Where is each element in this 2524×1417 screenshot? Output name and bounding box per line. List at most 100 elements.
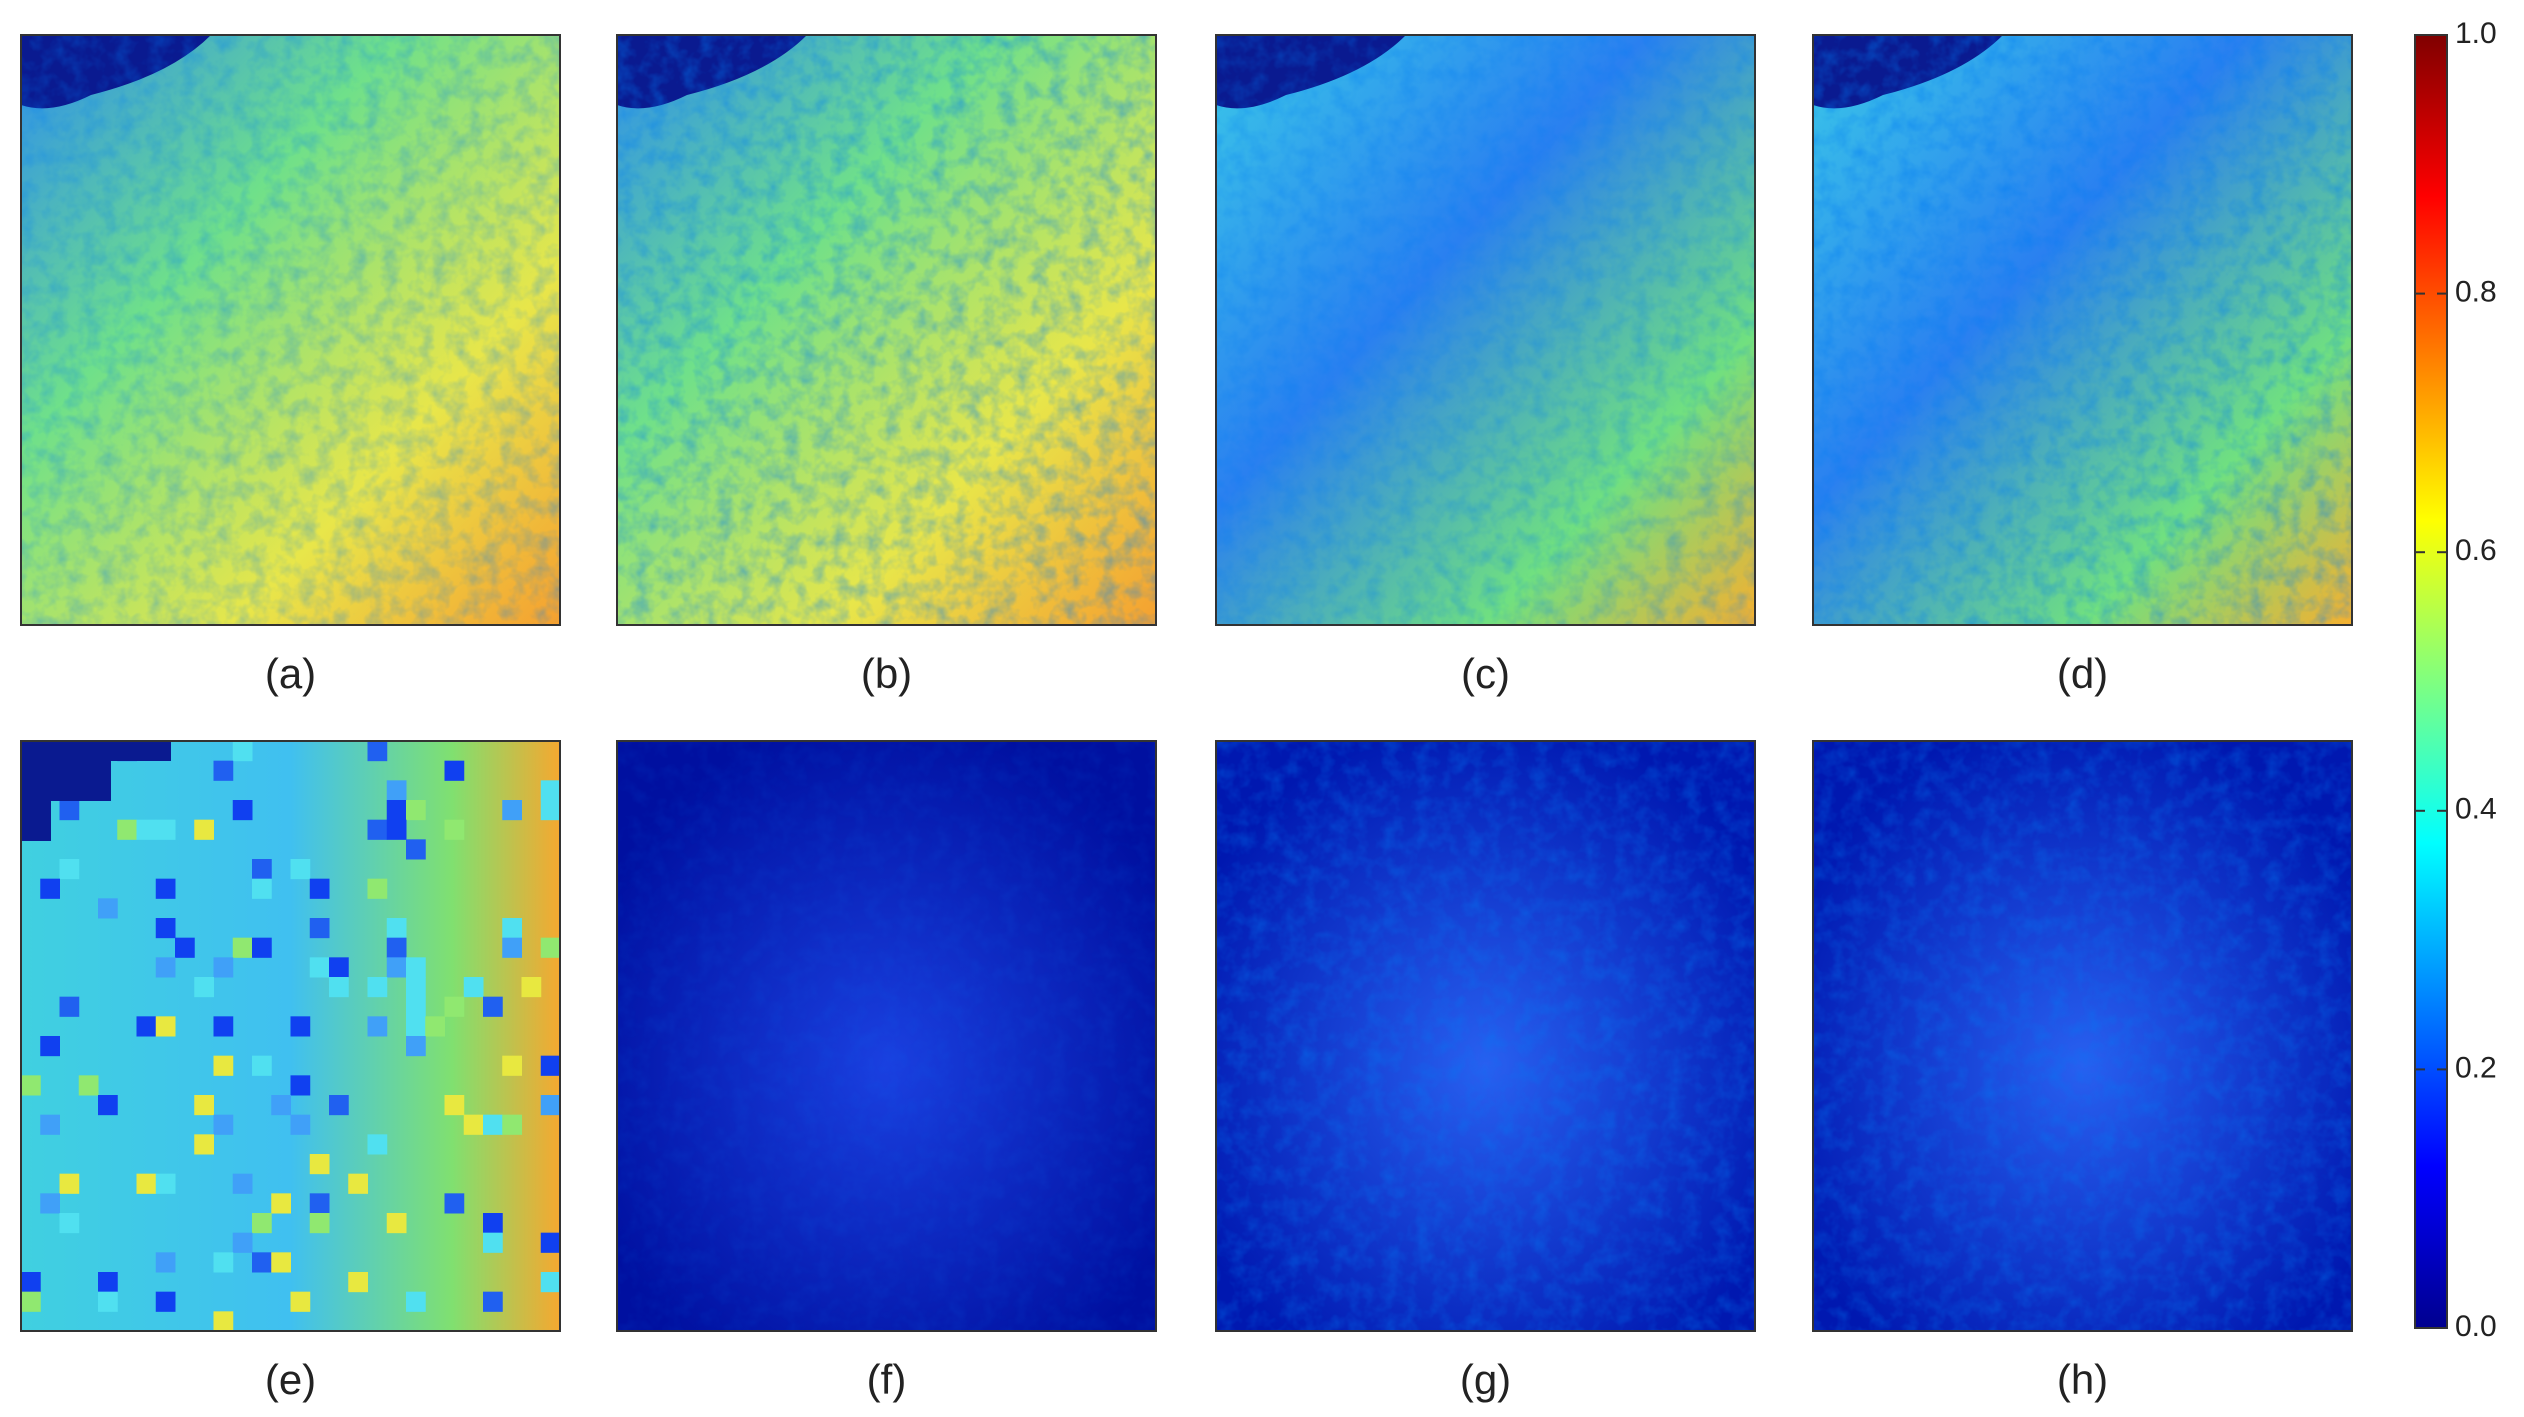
pixel bbox=[40, 878, 60, 899]
pixel bbox=[483, 1114, 503, 1135]
pixel bbox=[444, 1193, 465, 1214]
pixel bbox=[252, 859, 272, 880]
pixel bbox=[98, 1291, 118, 1312]
pixel bbox=[309, 918, 330, 939]
pixel bbox=[386, 957, 407, 978]
pixel bbox=[213, 957, 234, 978]
pixel bbox=[367, 819, 388, 840]
panel-frame bbox=[20, 34, 561, 626]
texture bbox=[1216, 35, 1755, 625]
pixel bbox=[98, 1272, 118, 1293]
pixel bbox=[502, 1114, 522, 1135]
panel-label: (c) bbox=[1461, 650, 1510, 697]
pixel bbox=[194, 977, 214, 998]
pixel bbox=[290, 1075, 311, 1096]
pixel bbox=[21, 1272, 41, 1293]
pixel bbox=[98, 1095, 118, 1116]
tick-label: 0.8 bbox=[2455, 276, 2497, 309]
pixel bbox=[309, 878, 330, 899]
panel-label: (e) bbox=[265, 1356, 316, 1403]
pixel bbox=[252, 1055, 272, 1076]
panel: (g) bbox=[1215, 740, 1756, 1403]
pixel bbox=[155, 918, 176, 939]
panel-label: (a) bbox=[265, 650, 316, 697]
pixel bbox=[40, 1193, 60, 1214]
pixel bbox=[367, 741, 388, 762]
pixel bbox=[386, 819, 407, 840]
pixel bbox=[213, 1252, 234, 1273]
pixel bbox=[155, 957, 176, 978]
pixel bbox=[329, 977, 349, 998]
pixel bbox=[252, 937, 272, 958]
pixel bbox=[425, 1016, 445, 1037]
pixel bbox=[406, 800, 426, 821]
pixel bbox=[348, 1272, 368, 1293]
texture bbox=[1216, 741, 1755, 1331]
pixel bbox=[271, 1252, 291, 1273]
texture bbox=[21, 35, 560, 625]
pixel bbox=[78, 1075, 99, 1096]
pixel bbox=[252, 1252, 272, 1273]
texture bbox=[617, 35, 1156, 625]
pixel bbox=[213, 1055, 234, 1076]
pixel bbox=[540, 1055, 561, 1076]
pixel bbox=[194, 1095, 214, 1116]
pixel bbox=[117, 819, 137, 840]
pixel bbox=[386, 780, 407, 801]
pixel bbox=[194, 1134, 214, 1155]
panel: (e) bbox=[20, 740, 561, 1403]
pixel bbox=[213, 1311, 234, 1332]
colorbar-scale bbox=[2414, 34, 2448, 1329]
pixel bbox=[232, 741, 253, 762]
pixel bbox=[309, 1154, 330, 1175]
pixel bbox=[136, 1016, 157, 1037]
pixel bbox=[540, 937, 561, 958]
pixel bbox=[290, 1016, 311, 1037]
pixel bbox=[155, 819, 176, 840]
pixel bbox=[540, 1272, 561, 1293]
tick-label: 1.0 bbox=[2455, 17, 2497, 50]
pixel bbox=[329, 1095, 349, 1116]
pixel bbox=[502, 937, 522, 958]
pixel bbox=[406, 1016, 426, 1037]
pixel bbox=[444, 996, 465, 1017]
pixel bbox=[40, 1036, 60, 1057]
texture bbox=[617, 741, 1156, 1331]
pixel bbox=[386, 918, 407, 939]
panel: (c) bbox=[1215, 34, 1756, 697]
pixel bbox=[309, 957, 330, 978]
pixel bbox=[232, 937, 253, 958]
pixel bbox=[367, 1134, 388, 1155]
pixel bbox=[59, 859, 80, 880]
pixel bbox=[40, 1114, 60, 1135]
panel: (h) bbox=[1812, 740, 2353, 1403]
tick-label: 0.2 bbox=[2455, 1051, 2497, 1084]
tick-label: 0.4 bbox=[2455, 793, 2497, 826]
pixel bbox=[155, 1173, 176, 1194]
pixel bbox=[406, 1036, 426, 1057]
tick-label: 0.6 bbox=[2455, 534, 2497, 567]
panel-label: (g) bbox=[1460, 1356, 1511, 1403]
pixel bbox=[309, 1213, 330, 1234]
pixel bbox=[444, 1095, 465, 1116]
pixel bbox=[309, 1193, 330, 1214]
pixel bbox=[540, 800, 561, 821]
panel-label: (h) bbox=[2057, 1356, 2108, 1403]
pixel bbox=[348, 1173, 368, 1194]
panel-frame bbox=[1215, 740, 1756, 1332]
pixel bbox=[540, 1232, 561, 1253]
pixel bbox=[367, 977, 388, 998]
pixel bbox=[406, 957, 426, 978]
pixel bbox=[59, 1213, 80, 1234]
pixel bbox=[175, 937, 195, 958]
pixel bbox=[21, 1291, 41, 1312]
pixel bbox=[194, 819, 214, 840]
pixel bbox=[136, 1173, 157, 1194]
pixel bbox=[386, 937, 407, 958]
panel: (b) bbox=[616, 34, 1157, 697]
pixel bbox=[521, 977, 542, 998]
pixel bbox=[444, 760, 465, 781]
pixel bbox=[406, 996, 426, 1017]
pixel bbox=[463, 1114, 484, 1135]
